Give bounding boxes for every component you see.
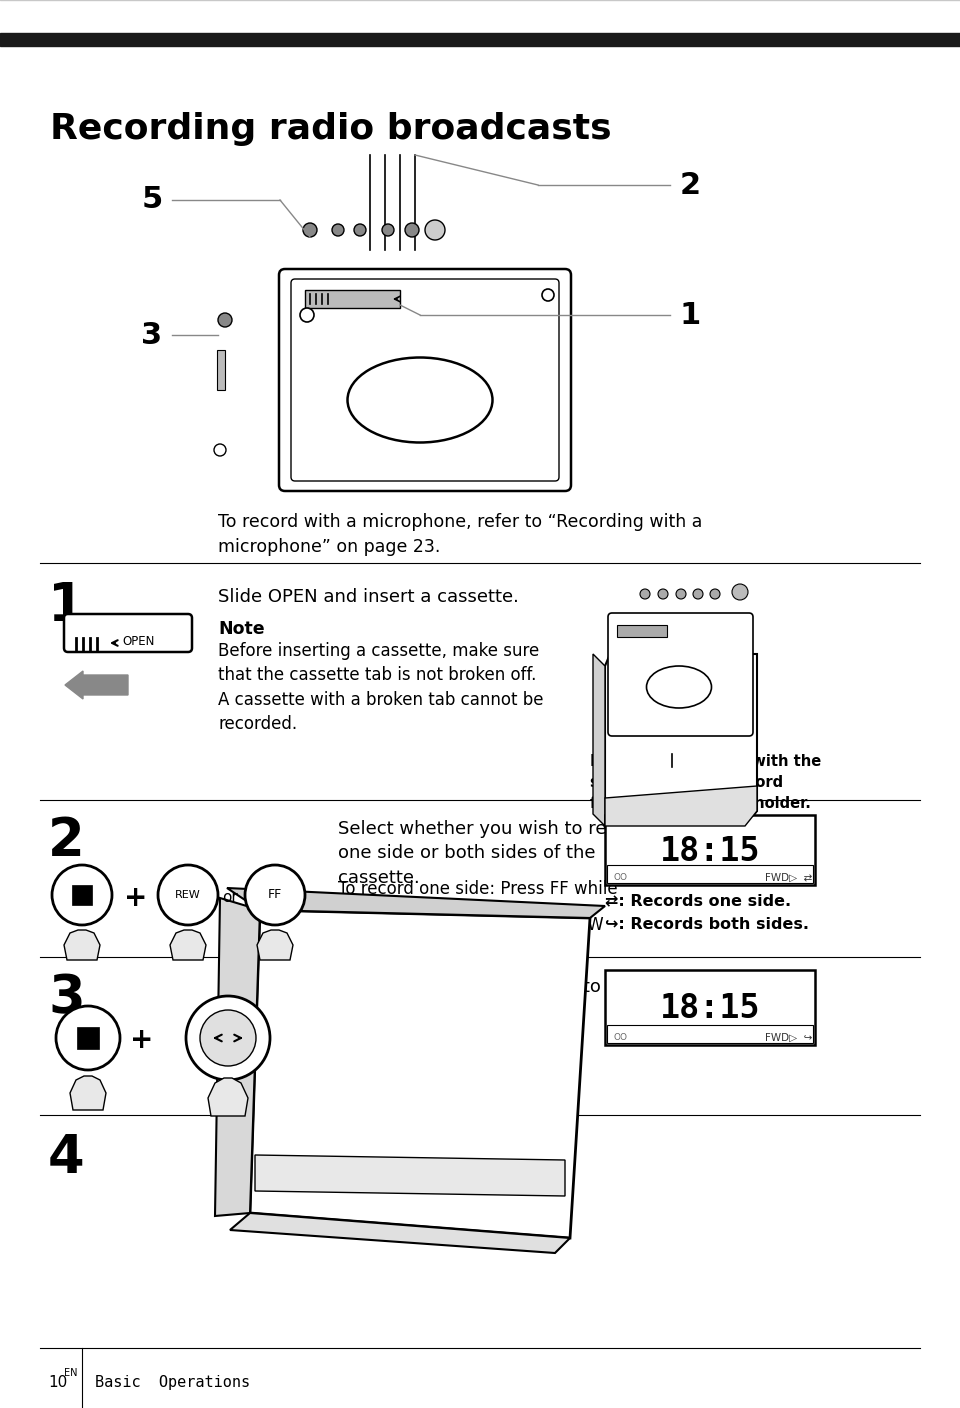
Circle shape — [405, 222, 419, 237]
Circle shape — [710, 589, 720, 598]
Circle shape — [245, 865, 305, 925]
Polygon shape — [257, 931, 293, 960]
Bar — [617, 625, 667, 636]
Text: 5: 5 — [141, 186, 162, 214]
Text: 10: 10 — [48, 1376, 67, 1390]
Text: To record with a microphone, refer to “Recording with a
microphone” on page 23.: To record with a microphone, refer to “R… — [218, 513, 703, 556]
Ellipse shape — [348, 358, 492, 442]
Text: Slide OPEN and insert a cassette.: Slide OPEN and insert a cassette. — [218, 589, 518, 605]
Circle shape — [158, 865, 218, 925]
Circle shape — [658, 589, 668, 598]
Bar — [77, 1026, 99, 1049]
Circle shape — [186, 995, 270, 1080]
Text: EN: EN — [64, 1369, 78, 1378]
Circle shape — [693, 589, 703, 598]
Polygon shape — [64, 931, 100, 960]
Text: Insert the cassette with the
side you wish to record
facing the cassette holder.: Insert the cassette with the side you wi… — [590, 755, 821, 811]
FancyArrow shape — [65, 672, 128, 698]
Bar — [605, 970, 815, 1045]
Text: To record both sides: Press REW
while pressing ■.: To record both sides: Press REW while pr… — [338, 917, 604, 957]
Text: +: + — [131, 1026, 154, 1055]
Circle shape — [56, 1005, 120, 1070]
Text: 2: 2 — [48, 815, 84, 867]
Circle shape — [200, 1010, 256, 1066]
FancyBboxPatch shape — [64, 614, 192, 652]
Text: To record one side: Press FF while
pressing ■.: To record one side: Press FF while press… — [338, 880, 617, 922]
Text: 3: 3 — [48, 972, 84, 1024]
Text: 4: 4 — [48, 1132, 84, 1184]
Polygon shape — [215, 898, 260, 1217]
Circle shape — [732, 584, 748, 600]
Circle shape — [303, 222, 317, 237]
Polygon shape — [170, 931, 206, 960]
Polygon shape — [255, 1155, 565, 1195]
Circle shape — [214, 444, 226, 456]
Bar — [217, 351, 225, 390]
Text: OO: OO — [613, 873, 627, 881]
Text: ⇄: Records one side.: ⇄: Records one side. — [605, 893, 791, 908]
Text: OPEN: OPEN — [122, 635, 155, 648]
Text: or: or — [222, 890, 238, 905]
Text: Select whether you wish to record
one side or both sides of the
cassette.: Select whether you wish to record one si… — [338, 819, 646, 887]
Text: Press ◄► while pressing ■ to
display “FWD ▷”.: Press ◄► while pressing ■ to display “FW… — [338, 979, 601, 1021]
Circle shape — [542, 289, 554, 301]
Text: Before inserting a cassette, make sure
that the cassette tab is not broken off.
: Before inserting a cassette, make sure t… — [218, 642, 543, 734]
Circle shape — [300, 308, 314, 322]
Circle shape — [640, 589, 650, 598]
Circle shape — [52, 865, 112, 925]
Polygon shape — [250, 910, 590, 1238]
Text: +: + — [124, 884, 148, 912]
Text: REW: REW — [175, 890, 201, 900]
Text: Recording radio broadcasts: Recording radio broadcasts — [50, 113, 612, 146]
Text: 18:15: 18:15 — [660, 835, 760, 867]
FancyBboxPatch shape — [608, 612, 753, 736]
Ellipse shape — [646, 666, 711, 708]
Text: Note: Note — [218, 620, 265, 638]
Polygon shape — [230, 1214, 570, 1253]
Bar — [305, 290, 400, 308]
Bar — [605, 815, 815, 886]
Polygon shape — [593, 653, 605, 826]
Text: Refer to pages 6 and 12-16.: Refer to pages 6 and 12-16. — [218, 1193, 450, 1209]
Polygon shape — [605, 653, 757, 826]
Bar — [0, 32, 960, 46]
Text: 1: 1 — [680, 300, 701, 329]
Polygon shape — [605, 786, 757, 826]
Circle shape — [218, 313, 232, 327]
Text: OO: OO — [613, 1033, 627, 1042]
Bar — [607, 1025, 813, 1043]
Text: FWD▷  ↪: FWD▷ ↪ — [765, 1033, 812, 1043]
Text: FF: FF — [268, 888, 282, 901]
Bar — [72, 886, 92, 905]
Polygon shape — [208, 1079, 248, 1117]
Text: Tune in to the desired broadcast
station you wish to record.: Tune in to the desired broadcast station… — [218, 1140, 509, 1183]
Text: Basic  Operations: Basic Operations — [95, 1376, 251, 1390]
Text: 18:15: 18:15 — [660, 993, 760, 1025]
Circle shape — [676, 589, 686, 598]
Text: 1: 1 — [48, 580, 84, 632]
Circle shape — [425, 220, 445, 239]
Text: 3: 3 — [141, 321, 162, 349]
FancyBboxPatch shape — [291, 279, 559, 482]
Text: FWD▷  ⇄: FWD▷ ⇄ — [765, 873, 812, 883]
Text: 2: 2 — [680, 170, 701, 200]
Circle shape — [332, 224, 344, 237]
Polygon shape — [227, 888, 605, 918]
Polygon shape — [70, 1076, 106, 1110]
Text: ↪: Records both sides.: ↪: Records both sides. — [605, 917, 809, 932]
FancyBboxPatch shape — [279, 269, 571, 491]
Circle shape — [382, 224, 394, 237]
Circle shape — [354, 224, 366, 237]
Bar — [607, 865, 813, 883]
